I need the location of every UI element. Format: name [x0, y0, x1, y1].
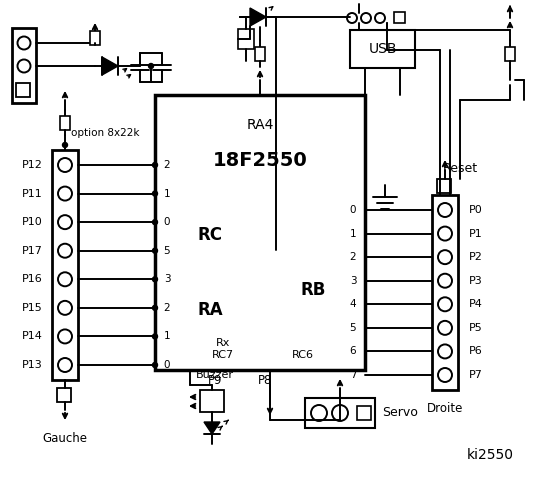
Text: P13: P13 — [22, 360, 43, 370]
Text: 2: 2 — [164, 303, 170, 313]
Text: RC7: RC7 — [212, 350, 234, 360]
Circle shape — [153, 334, 158, 339]
Text: P11: P11 — [22, 189, 43, 199]
Bar — [305, 398, 375, 428]
Bar — [90, 31, 100, 45]
Text: Servo: Servo — [382, 407, 418, 420]
Bar — [16, 83, 30, 97]
Polygon shape — [102, 57, 118, 75]
Text: USB: USB — [368, 42, 397, 56]
Text: P9: P9 — [208, 373, 222, 386]
Text: 5: 5 — [349, 323, 356, 333]
Text: RC6: RC6 — [292, 350, 314, 360]
Text: P3: P3 — [469, 276, 483, 286]
Text: P10: P10 — [22, 217, 43, 227]
Text: RB: RB — [300, 281, 326, 299]
Text: 1: 1 — [164, 189, 170, 199]
Text: 3: 3 — [349, 276, 356, 286]
Bar — [60, 116, 70, 130]
Text: 0: 0 — [164, 217, 170, 227]
Bar — [52, 150, 78, 380]
Text: 4: 4 — [349, 300, 356, 309]
Text: 1: 1 — [164, 331, 170, 341]
Bar — [357, 406, 371, 420]
Circle shape — [153, 305, 158, 311]
Bar — [432, 195, 458, 390]
Text: ki2550: ki2550 — [467, 448, 514, 462]
Text: Buzzer: Buzzer — [196, 370, 234, 380]
Circle shape — [153, 362, 158, 368]
Text: P14: P14 — [22, 331, 43, 341]
Bar — [155, 95, 365, 370]
Text: 18F2550: 18F2550 — [212, 151, 307, 169]
Circle shape — [149, 63, 154, 69]
Bar — [394, 12, 405, 23]
Text: Rx: Rx — [216, 338, 230, 348]
Text: P5: P5 — [469, 323, 483, 333]
Text: Gauche: Gauche — [43, 432, 87, 444]
Text: 7: 7 — [349, 370, 356, 380]
Text: RA: RA — [197, 301, 223, 319]
Text: 5: 5 — [164, 246, 170, 256]
Text: P17: P17 — [22, 246, 43, 256]
Bar — [57, 388, 71, 402]
Circle shape — [153, 277, 158, 282]
Text: P8: P8 — [258, 373, 272, 386]
Text: P16: P16 — [22, 274, 43, 284]
Polygon shape — [250, 8, 266, 26]
Text: P15: P15 — [22, 303, 43, 313]
Text: Droite: Droite — [427, 401, 463, 415]
Text: P1: P1 — [469, 228, 483, 239]
Text: P4: P4 — [469, 300, 483, 309]
Bar — [350, 30, 415, 68]
Text: RC: RC — [197, 226, 222, 244]
Text: 0: 0 — [164, 360, 170, 370]
Text: 6: 6 — [349, 347, 356, 357]
Text: P2: P2 — [469, 252, 483, 262]
Text: 2: 2 — [349, 252, 356, 262]
Circle shape — [153, 191, 158, 196]
Polygon shape — [204, 422, 220, 434]
Bar — [12, 28, 36, 103]
Circle shape — [153, 248, 158, 253]
Text: option 8x22k: option 8x22k — [71, 128, 139, 138]
Text: P12: P12 — [22, 160, 43, 170]
Text: RA4: RA4 — [246, 118, 274, 132]
Text: P0: P0 — [469, 205, 483, 215]
Bar — [200, 390, 224, 412]
Text: 1: 1 — [349, 228, 356, 239]
Text: Reset: Reset — [442, 161, 478, 175]
Circle shape — [153, 220, 158, 225]
Circle shape — [62, 143, 67, 147]
Bar — [437, 179, 451, 193]
Circle shape — [153, 163, 158, 168]
Text: 2: 2 — [164, 160, 170, 170]
Text: 3: 3 — [164, 274, 170, 284]
Bar — [255, 47, 265, 60]
Text: P7: P7 — [469, 370, 483, 380]
Text: 0: 0 — [349, 205, 356, 215]
Text: P6: P6 — [469, 347, 483, 357]
Bar — [238, 29, 254, 49]
Bar — [505, 47, 515, 61]
